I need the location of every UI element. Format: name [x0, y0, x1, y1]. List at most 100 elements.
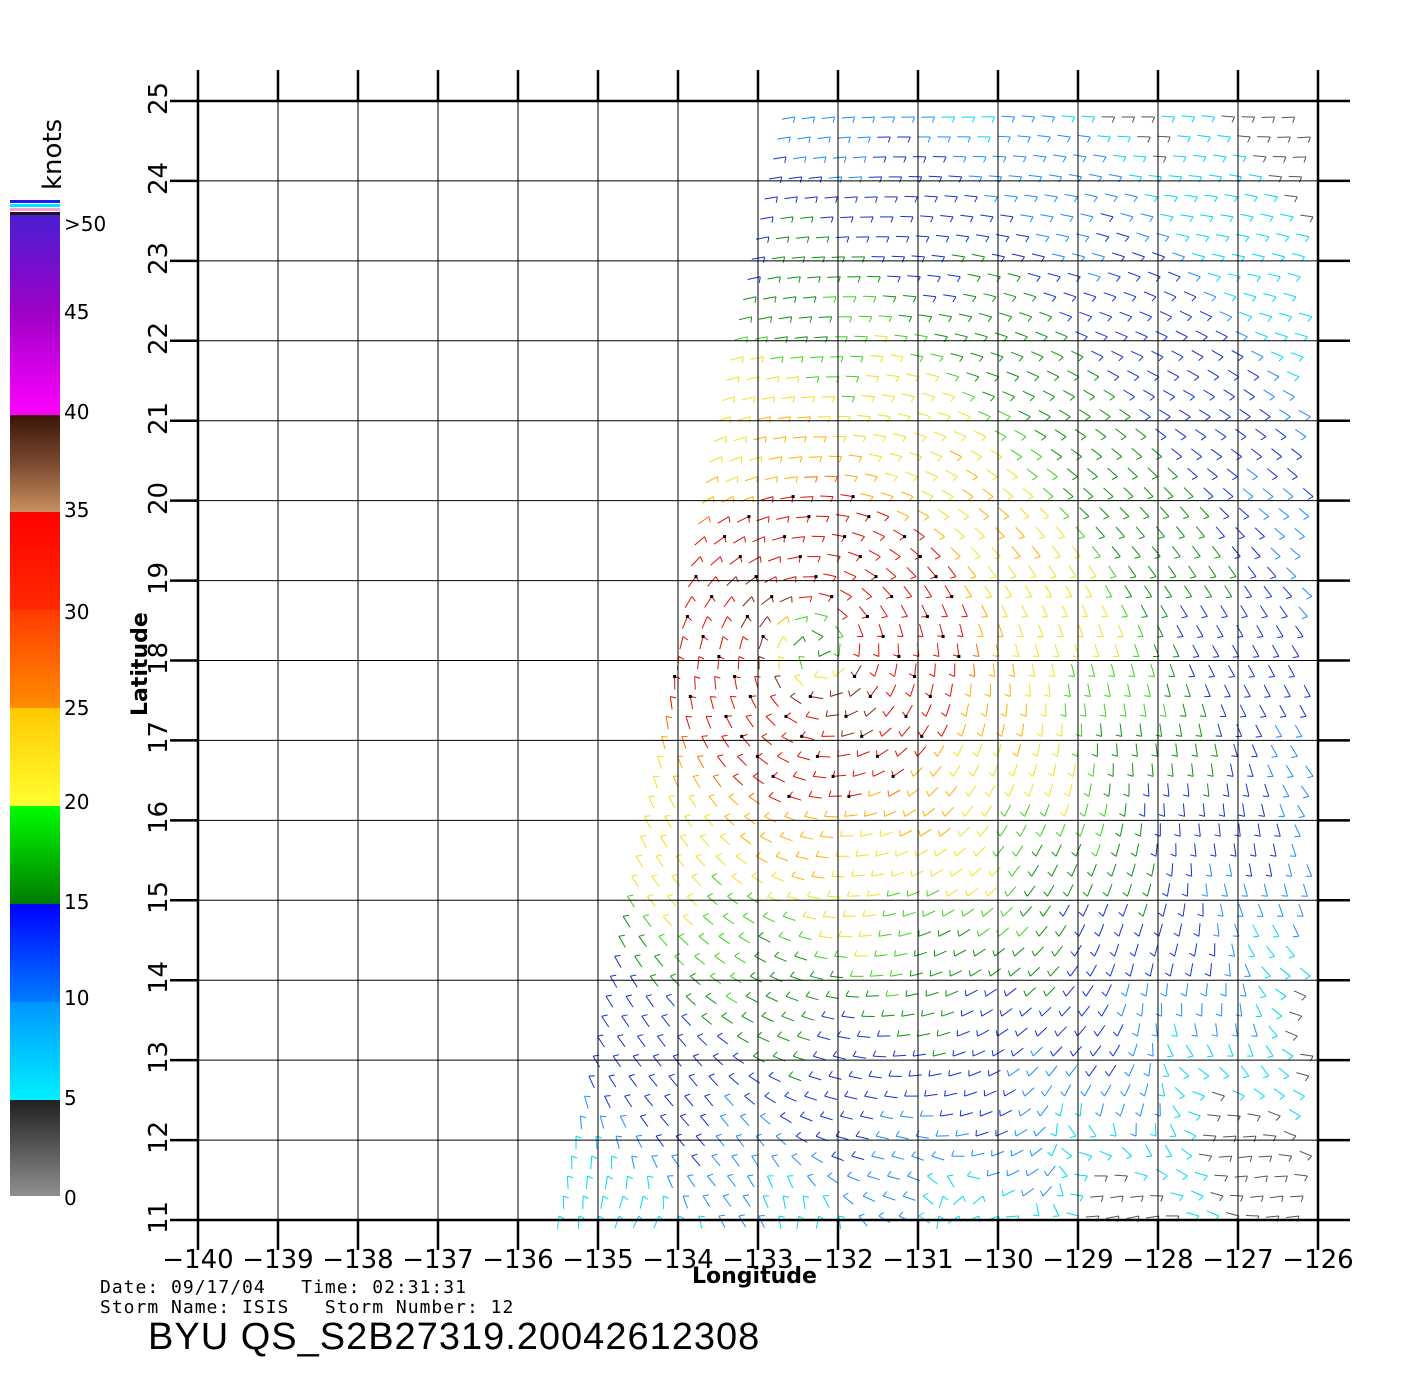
- wind-barb-feather: [1267, 1055, 1274, 1058]
- wind-barb: [825, 995, 839, 1000]
- wind-barb-feather: [625, 994, 632, 997]
- wind-barb-feather: [957, 635, 964, 637]
- wind-barb-feather: [1039, 911, 1044, 917]
- wind-barb: [1118, 923, 1124, 937]
- wind-barb-feather: [727, 616, 732, 622]
- wind-barb-feather: [700, 833, 707, 837]
- wind-barb-feather: [905, 692, 911, 697]
- wind-barb: [1034, 946, 1044, 957]
- colorbar-band: [10, 1100, 60, 1196]
- wind-barb-feather: [1054, 556, 1061, 559]
- wind-barb-feather: [1249, 854, 1257, 857]
- wind-barb: [1294, 724, 1303, 737]
- wind-barb-feather: [972, 655, 979, 657]
- wind-barb-feather: [921, 711, 927, 717]
- wind-barb-feather: [1234, 834, 1241, 837]
- wind-barb: [1104, 1084, 1112, 1097]
- wind-barb-feather: [941, 910, 944, 917]
- wind-barb-feather: [848, 1070, 853, 1077]
- wind-barb: [688, 1075, 698, 1087]
- wind-barb: [927, 274, 941, 278]
- wind-barb-feather: [1031, 950, 1036, 957]
- wind-barb: [780, 496, 794, 500]
- wind-barb: [1094, 944, 1101, 957]
- rain-flag: [831, 774, 835, 778]
- wind-barb: [1227, 369, 1240, 378]
- wind-barb-feather: [1004, 890, 1008, 897]
- wind-barb-feather: [691, 596, 696, 602]
- wind-barb: [577, 1215, 580, 1230]
- wind-barb: [895, 235, 909, 238]
- wind-barb-feather: [1032, 1214, 1039, 1217]
- wind-barb-feather: [1124, 236, 1130, 242]
- wind-barb-feather: [660, 1113, 667, 1117]
- rain-flag: [904, 714, 908, 718]
- wind-barb: [774, 336, 788, 340]
- wind-barb-feather: [1063, 516, 1070, 520]
- wind-barb: [1026, 371, 1040, 378]
- wind-barb-feather: [1211, 754, 1218, 757]
- wind-barb-feather: [1267, 496, 1274, 501]
- wind-barb-feather: [1256, 276, 1261, 283]
- wind-barb: [1292, 924, 1300, 937]
- wind-barb: [840, 494, 854, 498]
- wind-barb-feather: [1165, 1155, 1172, 1158]
- wind-barb-feather: [998, 536, 1005, 540]
- wind-barb: [805, 715, 819, 720]
- wind-barb: [1057, 134, 1071, 138]
- wind-barb: [917, 509, 930, 518]
- wind-barb: [878, 933, 892, 937]
- wind-barb-feather: [979, 356, 984, 362]
- wind-barb-feather: [1305, 416, 1311, 421]
- wind-barb: [1203, 487, 1214, 497]
- wind-barb-feather: [715, 576, 720, 583]
- wind-barb-feather: [846, 890, 850, 897]
- wind-barb: [1274, 988, 1287, 997]
- wind-barb-feather: [1125, 596, 1132, 599]
- wind-barb-feather: [1018, 1110, 1021, 1117]
- wind-barb: [764, 476, 778, 481]
- wind-barb-feather: [1035, 831, 1041, 837]
- wind-barb-feather: [1007, 316, 1013, 322]
- wind-barb: [721, 616, 728, 629]
- wind-barb: [686, 1175, 696, 1188]
- wind-barb-feather: [1253, 376, 1260, 381]
- wind-barb-feather: [1151, 1034, 1158, 1037]
- wind-barb: [1109, 963, 1116, 977]
- wind-barb: [1135, 331, 1148, 338]
- wind-barb: [925, 470, 938, 478]
- wind-barb-feather: [901, 616, 908, 618]
- wind-barb: [1081, 115, 1095, 118]
- wind-barb: [1002, 488, 1014, 497]
- rain-flag: [800, 734, 804, 738]
- wind-barb: [1206, 1044, 1214, 1057]
- wind-barb-feather: [778, 931, 784, 937]
- wind-barb: [1259, 312, 1272, 318]
- wind-barb: [1240, 213, 1254, 218]
- wind-barb: [697, 516, 710, 525]
- rain-flag: [858, 555, 862, 559]
- wind-barb: [1267, 273, 1281, 278]
- wind-barb: [695, 1135, 705, 1147]
- rain-flag: [890, 595, 894, 599]
- wind-barb-feather: [727, 1173, 734, 1177]
- wind-barb-feather: [604, 1095, 611, 1097]
- wind-barb: [1259, 704, 1267, 717]
- wind-barb: [748, 556, 761, 564]
- wind-barb: [1223, 292, 1237, 298]
- wind-barb-feather: [1175, 276, 1181, 282]
- wind-barb: [595, 1136, 598, 1150]
- wind-barb: [1163, 487, 1174, 497]
- wind-barb: [1230, 448, 1242, 458]
- wind-barb: [1074, 1173, 1088, 1177]
- wind-barb-feather: [875, 196, 878, 203]
- wind-barb-feather: [828, 1070, 833, 1077]
- wind-barb: [918, 931, 932, 937]
- wind-barb-feather: [823, 1194, 830, 1197]
- wind-barb-feather: [868, 1070, 873, 1077]
- wind-barb-feather: [638, 934, 645, 937]
- wind-barb: [1050, 448, 1062, 458]
- wind-barb-feather: [969, 216, 974, 223]
- wind-barb: [938, 314, 952, 318]
- wind-barb-feather: [787, 516, 790, 523]
